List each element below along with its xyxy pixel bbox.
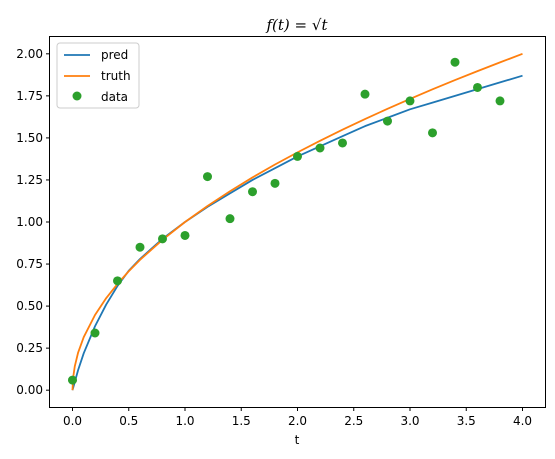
legend-label-data: data	[101, 90, 128, 104]
series-line-pred	[71, 74, 523, 391]
data-point	[90, 328, 100, 338]
data-point	[225, 214, 235, 224]
data-point	[248, 187, 257, 197]
data-point	[450, 57, 460, 67]
y-axis: 0.00 0.25 0.50 0.75 1.00 1.25 1.50 1.75 2.00	[16, 47, 50, 397]
chart-title: f(t) = √t	[266, 16, 329, 34]
y-tick-label: 0.75	[16, 257, 43, 271]
legend: pred truth data	[56, 42, 140, 109]
y-tick-label: 1.25	[16, 173, 43, 187]
y-tick-label: 0.25	[16, 341, 43, 355]
x-tick-label: 3.0	[400, 414, 419, 428]
y-tick-label: 0.50	[16, 299, 43, 313]
y-tick-label: 1.75	[16, 89, 43, 103]
legend-label-truth: truth	[101, 69, 131, 83]
data-point	[405, 96, 415, 106]
x-tick-label: 3.5	[457, 414, 476, 428]
data-point	[338, 138, 347, 148]
data-point	[68, 375, 77, 385]
data-point	[270, 178, 280, 188]
y-tick-label: 0.00	[16, 383, 43, 397]
x-axis: 0.0 0.5 1.0 1.5 2.0 2.5 3.0 3.5 4.0	[63, 407, 532, 428]
data-point	[495, 96, 505, 106]
plot-points	[68, 57, 505, 385]
y-tick-label: 1.50	[16, 131, 43, 145]
data-point	[473, 82, 482, 92]
x-tick-label: 0.0	[63, 414, 82, 428]
data-point	[113, 276, 122, 286]
x-tick-label: 1.0	[175, 414, 194, 428]
data-point	[428, 128, 437, 138]
y-tick-label: 1.00	[16, 215, 43, 229]
y-tick-label: 2.00	[16, 47, 43, 61]
x-tick-label: 2.0	[288, 414, 307, 428]
data-point	[180, 230, 190, 240]
legend-label-pred: pred	[101, 48, 128, 62]
data-point	[158, 234, 167, 244]
data-point	[135, 242, 145, 252]
data-point	[360, 89, 370, 99]
series-line-truth	[71, 52, 523, 391]
x-tick-label: 1.5	[232, 414, 251, 428]
x-axis-label: t	[295, 433, 300, 447]
x-tick-label: 2.5	[344, 414, 363, 428]
plot-lines	[71, 52, 523, 391]
x-tick-label: 0.5	[119, 414, 138, 428]
legend-swatch-data	[72, 91, 82, 101]
data-point	[293, 151, 302, 161]
data-point	[203, 172, 212, 182]
data-point	[315, 143, 325, 153]
x-tick-label: 4.0	[513, 414, 532, 428]
data-point	[383, 116, 392, 126]
